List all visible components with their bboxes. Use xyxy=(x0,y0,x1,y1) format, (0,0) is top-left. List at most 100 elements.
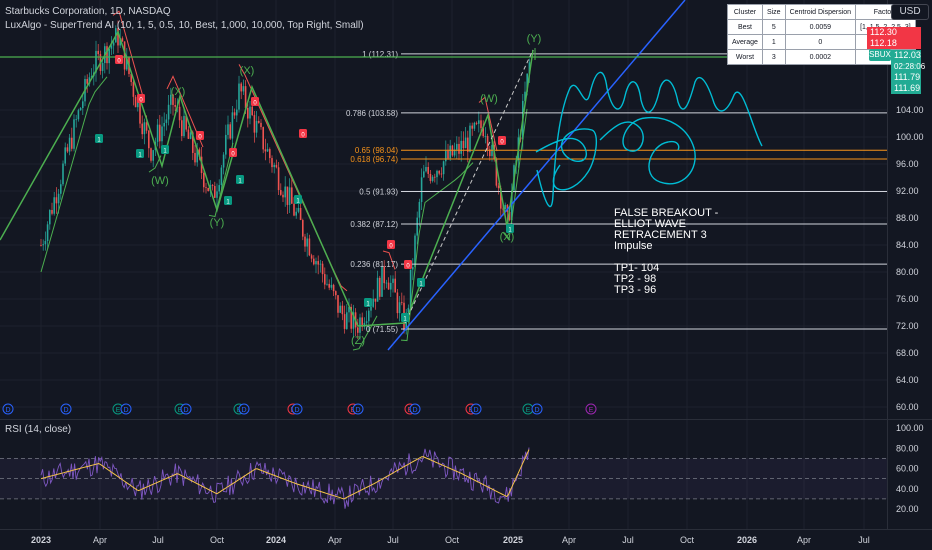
candle-body xyxy=(332,284,335,292)
freehand-drawing[interactable] xyxy=(535,71,763,208)
candle-body xyxy=(511,190,513,221)
event-marker-label: D xyxy=(412,407,417,414)
signal-marker-label: 1 xyxy=(366,302,370,308)
candle-body xyxy=(385,282,388,284)
event-marker[interactable] xyxy=(291,403,303,415)
candle-body xyxy=(64,147,66,164)
signal-marker xyxy=(401,313,409,322)
candle-body xyxy=(225,134,227,155)
candle-body xyxy=(460,140,462,154)
candle-body xyxy=(480,120,482,129)
candle-body xyxy=(242,86,245,92)
candle-body xyxy=(387,282,390,290)
candle-body xyxy=(60,184,62,194)
price-tick-label: 92.00 xyxy=(896,186,919,196)
event-marker-label: D xyxy=(473,407,478,414)
event-marker[interactable] xyxy=(238,403,250,415)
candle-body xyxy=(504,204,506,209)
chart-title[interactable]: Starbucks Corporation, 1D, NASDAQ xyxy=(5,6,171,17)
candle-body xyxy=(293,203,295,216)
candle-body xyxy=(284,186,286,198)
event-marker-label: D xyxy=(534,407,539,414)
dashed-projection-line[interactable] xyxy=(404,49,534,324)
event-marker[interactable] xyxy=(60,403,72,415)
trendline[interactable] xyxy=(387,0,686,351)
signal-marker-label: 1 xyxy=(238,179,242,185)
candle-body xyxy=(365,321,368,323)
event-marker[interactable] xyxy=(470,403,482,415)
text-annotation[interactable]: FALSE BREAKOUT - ELLIOT WAVE RETRACEMENT… xyxy=(614,208,718,296)
annotation-line: TP3 - 96 xyxy=(614,284,657,296)
supertrend-segment xyxy=(478,96,498,152)
candle-body xyxy=(150,148,152,161)
rsi-pane[interactable] xyxy=(0,447,887,509)
candle-body xyxy=(447,150,449,159)
candle-body xyxy=(412,267,414,270)
candle-body xyxy=(255,120,258,133)
candle-body xyxy=(123,41,126,70)
event-marker[interactable] xyxy=(352,403,364,415)
candle-body xyxy=(484,135,487,137)
supertrend-segment xyxy=(352,315,378,351)
supertrend-segment xyxy=(382,250,396,270)
candle-body xyxy=(79,108,82,111)
candle-body xyxy=(299,207,302,221)
signal-marker-label: 0 xyxy=(301,133,305,139)
candle-body xyxy=(381,266,383,297)
candle-body xyxy=(352,312,355,329)
candle-body xyxy=(141,123,143,135)
candle-body xyxy=(247,107,249,119)
rsi-legend[interactable]: RSI (14, close) xyxy=(5,424,72,435)
time-tick-label: Apr xyxy=(93,535,107,545)
rsi-axis[interactable]: 100.00 80.00 60.00 40.00 20.00 xyxy=(896,423,924,514)
candle-body xyxy=(275,164,278,168)
price-axis[interactable]: 104.00 100.00 96.00 92.00 88.00 84.00 80.00 76.… xyxy=(896,105,924,412)
candle-body xyxy=(174,104,176,107)
currency-button[interactable]: USD xyxy=(891,4,929,20)
candle-body xyxy=(376,277,379,302)
cluster-cell: 3 xyxy=(761,49,786,65)
candle-body xyxy=(192,132,194,153)
event-marker-label: D xyxy=(123,407,128,414)
candle-body xyxy=(266,149,269,152)
candle-body xyxy=(427,167,429,174)
candle-body xyxy=(203,173,205,188)
candle-body xyxy=(185,115,187,130)
time-tick-label: Jul xyxy=(152,535,164,545)
signal-marker xyxy=(417,278,425,287)
candle-body xyxy=(172,94,174,105)
event-marker[interactable] xyxy=(531,403,543,415)
event-marker[interactable] xyxy=(120,403,132,415)
candle-body xyxy=(181,120,183,137)
rsi-tick-label: 40.00 xyxy=(896,484,919,494)
elliott-wave-path[interactable] xyxy=(0,30,534,327)
time-tick-label: Oct xyxy=(445,535,460,545)
earnings-dividend-markers[interactable]: DDEDEDEDEDEDEDEDEDE xyxy=(2,403,597,415)
event-marker[interactable] xyxy=(585,403,597,415)
event-marker[interactable] xyxy=(180,403,192,415)
time-axis[interactable]: 2023 Apr Jul Oct 2024 Apr Jul Oct 2025 Apr Jul Oct 2… xyxy=(31,535,870,545)
price-tick-label: 64.00 xyxy=(896,375,919,385)
fibonacci-retracement[interactable]: 1 (112.31) 0.786 (103.58) 0.65 (98.04)0.61… xyxy=(346,50,887,334)
candle-body xyxy=(218,185,220,192)
price-tick-label: 76.00 xyxy=(896,294,919,304)
candle-body xyxy=(335,291,337,296)
cluster-cell: 1 xyxy=(761,34,786,50)
event-marker[interactable] xyxy=(409,403,421,415)
annotation-line: Impulse xyxy=(614,240,653,252)
supertrend-segment xyxy=(400,162,474,342)
signal-marker-label: 1 xyxy=(138,153,142,159)
candle-body xyxy=(449,145,451,159)
event-marker[interactable] xyxy=(2,403,14,415)
candlestick-series xyxy=(40,20,531,340)
signal-marker xyxy=(236,175,244,184)
candle-body xyxy=(317,261,319,265)
wave-label: (Y) xyxy=(527,33,542,45)
supertrend-segment xyxy=(502,108,528,242)
candle-body xyxy=(137,101,139,108)
indicator-legend[interactable]: LuxAlgo - SuperTrend AI (10, 1, 5, 0.5, … xyxy=(5,20,364,31)
fib-level-label: 0.5 (91.93) xyxy=(359,187,398,196)
candle-body xyxy=(178,106,181,121)
